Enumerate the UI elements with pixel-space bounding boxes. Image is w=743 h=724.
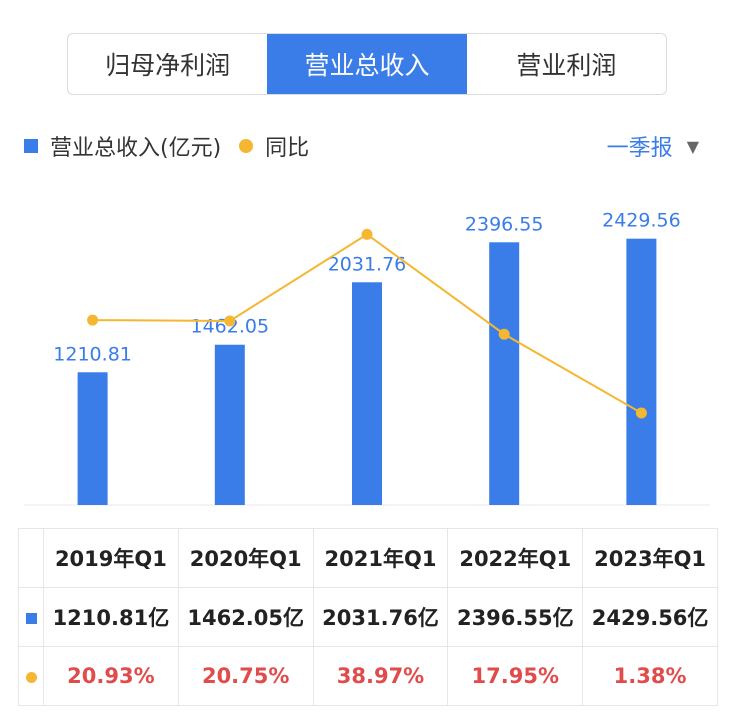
table-cell: 20.75% <box>177 646 314 706</box>
table-header-cell: 2023年Q1 <box>582 528 718 588</box>
table-header-row: 2019年Q1 2020年Q1 2021年Q1 2022年Q1 2023年Q1 <box>18 528 718 588</box>
tab-total-revenue[interactable]: 营业总收入 <box>267 34 467 94</box>
table-cell: 1210.81亿 <box>43 587 179 647</box>
table-cell: 20.93% <box>43 646 179 706</box>
yoy-point <box>361 228 373 240</box>
line-dot-icon <box>25 672 37 683</box>
line-legend-icon <box>239 139 254 153</box>
yoy-point <box>224 315 236 327</box>
table-row-revenue: 1210.81亿 1462.05亿 2031.76亿 2396.55亿 2429… <box>18 587 718 647</box>
table-cell: 1462.05亿 <box>177 587 314 647</box>
data-table: 2019年Q1 2020年Q1 2021年Q1 2022年Q1 2023年Q1 … <box>18 528 718 706</box>
tab-net-profit[interactable]: 归母净利润 <box>105 51 231 80</box>
revenue-marker-cell <box>18 587 44 647</box>
table-cell: 17.95% <box>447 646 584 706</box>
bar <box>626 238 657 505</box>
line-legend-label: 同比 <box>265 136 310 161</box>
yoy-point <box>87 314 99 326</box>
table-cell: 38.97% <box>312 646 449 706</box>
metric-tabs: 归母净利润 营业总收入 营业利润 <box>67 33 667 95</box>
table-header-cell: 2019年Q1 <box>43 528 179 588</box>
chart-legend: 营业总收入(亿元) 同比 <box>24 128 714 164</box>
table-row-yoy: 20.93% 20.75% 38.97% 17.95% 1.38% <box>18 646 718 706</box>
bar <box>214 344 245 505</box>
yoy-point <box>635 407 647 419</box>
yoy-marker-cell <box>18 646 44 706</box>
bar-value-label: 2031.76 <box>328 253 407 275</box>
table-header-cell: 2021年Q1 <box>312 528 449 588</box>
tab-operating-profit[interactable]: 营业利润 <box>516 51 617 80</box>
bar <box>352 282 382 505</box>
period-selector-label: 一季报 <box>606 136 673 161</box>
table-cell: 2396.55亿 <box>447 587 584 647</box>
bar-legend-label: 营业总收入(亿元) <box>50 136 222 161</box>
bar-square-icon <box>25 613 37 624</box>
table-cell: 2429.56亿 <box>582 587 718 647</box>
table-cell: 2031.76亿 <box>312 587 449 647</box>
bar <box>489 242 520 505</box>
bar-value-label: 2396.55 <box>465 213 544 235</box>
bar-value-label: 2429.56 <box>602 210 681 232</box>
table-header-cell: 2022年Q1 <box>447 528 584 588</box>
triangle-down-icon: ▼ <box>686 136 699 156</box>
period-selector[interactable]: 一季报 ▼ <box>607 128 699 164</box>
bar-legend-icon <box>24 139 38 153</box>
bar-value-label: 1210.81 <box>53 343 132 365</box>
yoy-point <box>498 328 510 340</box>
table-header-cell: 2020年Q1 <box>177 528 314 588</box>
table-cell: 1.38% <box>582 646 718 706</box>
header-marker-cell <box>18 528 44 588</box>
bar <box>77 372 108 505</box>
